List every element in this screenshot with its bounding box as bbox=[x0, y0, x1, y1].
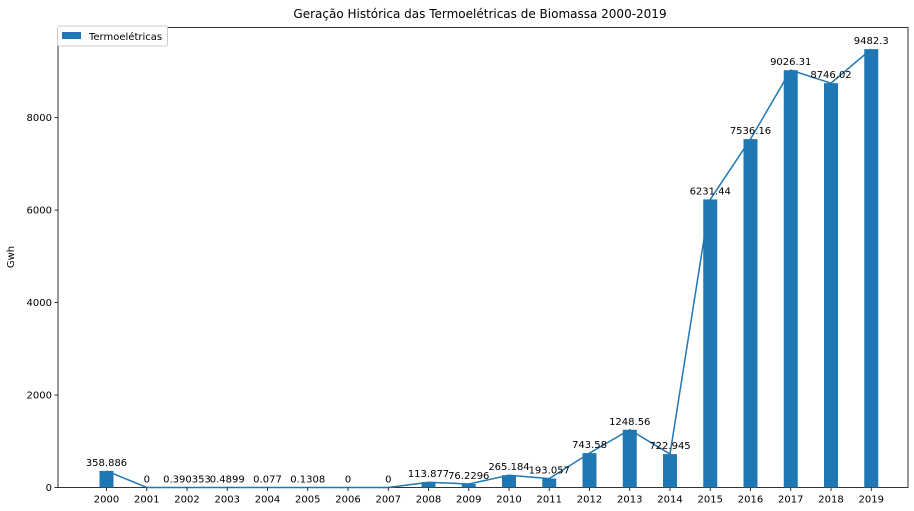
legend-label: Termoelétricas bbox=[88, 31, 162, 43]
data-label-2001: 0 bbox=[144, 475, 150, 486]
data-label-2000: 358.886 bbox=[86, 458, 127, 469]
x-tick-label-2004: 2004 bbox=[255, 495, 280, 506]
x-tick-label-2001: 2001 bbox=[134, 495, 159, 506]
x-tick-label-2014: 2014 bbox=[657, 495, 682, 506]
data-label-2002: 0.390353 bbox=[163, 474, 211, 485]
x-tick-label-2007: 2007 bbox=[376, 495, 401, 506]
bar-2010 bbox=[502, 475, 516, 488]
series-line bbox=[106, 48, 872, 489]
data-label-2006: 0 bbox=[345, 475, 351, 486]
legend: Termoelétricas bbox=[57, 25, 168, 47]
data-label-2008: 113.877 bbox=[408, 469, 449, 480]
x-tick-label-2013: 2013 bbox=[617, 495, 642, 506]
x-tick-label-2002: 2002 bbox=[174, 495, 199, 506]
bar-2016 bbox=[743, 139, 758, 488]
x-tick-label-2015: 2015 bbox=[698, 495, 723, 506]
bar-2013 bbox=[622, 429, 637, 488]
x-tick-label-2008: 2008 bbox=[416, 495, 441, 506]
x-tick-label-2010: 2010 bbox=[496, 495, 521, 506]
x-tick-label-2016: 2016 bbox=[738, 495, 763, 506]
bar-2011 bbox=[542, 478, 557, 488]
legend-swatch bbox=[62, 32, 81, 39]
data-label-2009: 76.2296 bbox=[448, 471, 489, 482]
data-label-2004: 0.077 bbox=[253, 474, 282, 485]
data-label-2016: 7536.16 bbox=[730, 126, 771, 137]
data-label-2011: 193.057 bbox=[529, 466, 570, 477]
y-tick-label-0: 0 bbox=[46, 483, 52, 494]
y-axis: 0 2000 4000 6000 8000 bbox=[27, 113, 58, 494]
bars-group bbox=[99, 49, 879, 488]
bar-2018 bbox=[824, 83, 838, 488]
x-tick-label-2000: 2000 bbox=[94, 495, 119, 506]
plot-frame bbox=[57, 27, 909, 488]
data-label-2014: 722.945 bbox=[649, 441, 690, 452]
x-tick-label-2006: 2006 bbox=[335, 495, 360, 506]
bar-2014 bbox=[663, 454, 677, 488]
x-tick-label-2009: 2009 bbox=[456, 495, 481, 506]
data-label-2007: 0 bbox=[385, 475, 391, 486]
line-group bbox=[106, 48, 872, 489]
data-label-2012: 743.58 bbox=[572, 440, 607, 451]
bar-2008 bbox=[421, 482, 436, 488]
bar-2015 bbox=[703, 199, 718, 488]
legend-box bbox=[57, 25, 168, 47]
x-tick-label-2011: 2011 bbox=[537, 495, 562, 506]
bar-2012 bbox=[582, 453, 597, 488]
x-tick-label-2012: 2012 bbox=[577, 495, 602, 506]
y-tick-label-4000: 4000 bbox=[27, 298, 52, 309]
x-tick-label-2003: 2003 bbox=[215, 495, 240, 506]
bar-2019 bbox=[864, 49, 879, 488]
bar-2017 bbox=[783, 70, 798, 488]
chart-title: Geração Histórica das Termoelétricas de … bbox=[293, 7, 666, 21]
y-axis-label: Gwh bbox=[6, 246, 17, 268]
x-tick-label-2019: 2019 bbox=[859, 495, 884, 506]
y-tick-label-8000: 8000 bbox=[27, 113, 52, 124]
bar-2009 bbox=[461, 483, 476, 488]
x-axis: 2000 2001 2002 2003 2004 2005 2006 2007 2008 2009… bbox=[94, 487, 884, 506]
data-label-2005: 0.1308 bbox=[290, 474, 325, 485]
data-label-2017: 9026.31 bbox=[770, 57, 811, 68]
data-label-2010: 265.184 bbox=[488, 462, 529, 473]
x-tick-label-2005: 2005 bbox=[295, 495, 320, 506]
data-label-2003: 0.4899 bbox=[210, 474, 245, 485]
data-label-2015: 6231.44 bbox=[690, 186, 731, 197]
x-tick-label-2018: 2018 bbox=[818, 495, 843, 506]
y-tick-label-6000: 6000 bbox=[27, 206, 52, 217]
data-label-2018: 8746.02 bbox=[810, 70, 851, 81]
x-tick-label-2017: 2017 bbox=[778, 495, 803, 506]
data-label-2013: 1248.56 bbox=[609, 417, 650, 428]
data-label-2019: 9482.3 bbox=[854, 36, 889, 47]
bar-2000 bbox=[99, 470, 114, 488]
y-tick-label-2000: 2000 bbox=[27, 391, 52, 402]
